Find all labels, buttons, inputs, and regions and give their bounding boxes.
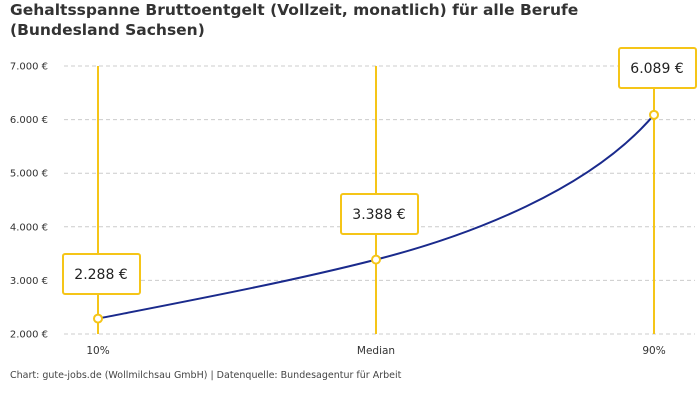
x-tick-label: Median (357, 345, 395, 357)
data-label-box (340, 193, 419, 235)
chart-title: Gehaltsspanne Bruttoentgelt (Vollzeit, m… (10, 1, 579, 39)
data-point (371, 254, 381, 265)
y-tick-label: 6.000 € (10, 115, 48, 126)
y-tick-label: 5.000 € (10, 169, 48, 180)
data-label: 3.388 € (352, 207, 405, 223)
y-tick-label: 2.000 € (10, 330, 48, 341)
chart-source: Chart: gute-jobs.de (Wollmilchsau GmbH) … (10, 370, 402, 381)
x-tick-label: 10% (86, 345, 109, 357)
data-point (649, 109, 659, 120)
data-point (93, 313, 103, 324)
data-label-box (618, 47, 697, 89)
y-tick-label: 3.000 € (10, 276, 48, 287)
y-tick-label: 7.000 € (10, 62, 48, 73)
data-label: 2.288 € (74, 267, 127, 283)
y-tick-label: 4.000 € (10, 222, 48, 233)
x-tick-label: 90% (642, 345, 665, 357)
data-label-box (62, 253, 141, 295)
data-label: 6.089 € (630, 61, 683, 77)
